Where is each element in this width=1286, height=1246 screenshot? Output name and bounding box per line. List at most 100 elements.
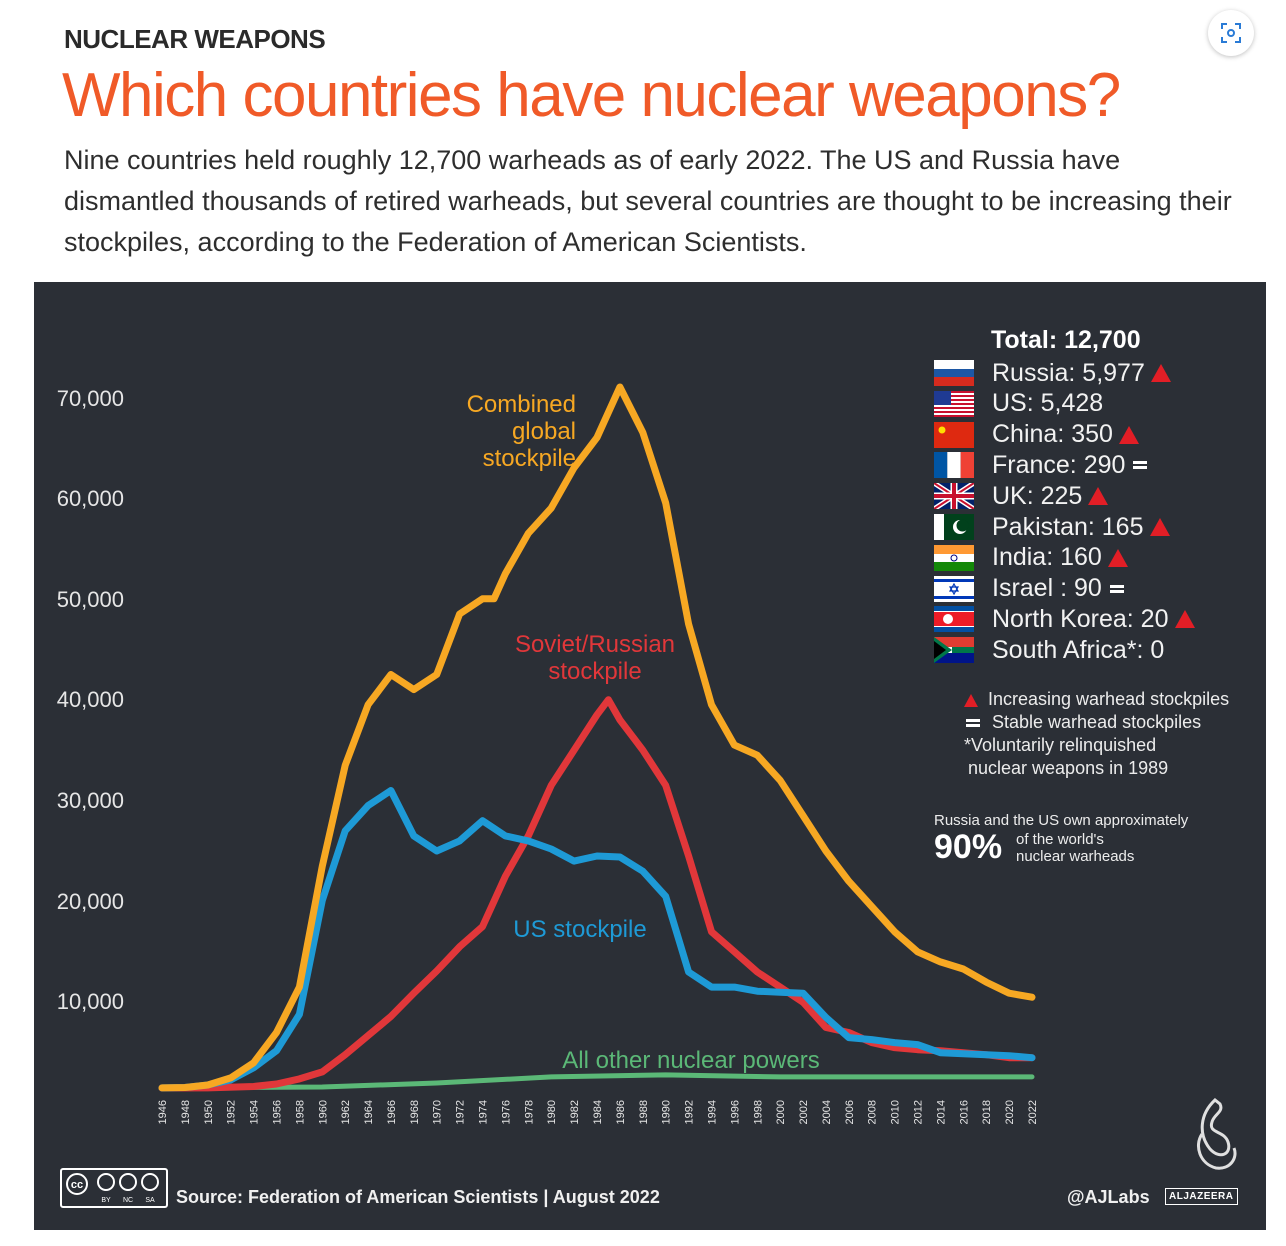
x-tick-label: 1976 — [500, 1100, 512, 1124]
y-tick-label: 50,000 — [56, 587, 124, 612]
x-tick-label: 1980 — [546, 1100, 558, 1124]
line-chart: 1946 1948 1950 1952 1954 1956 1958 1960 1962 1964… — [157, 383, 1039, 1124]
y-tick-label: 70,000 — [56, 386, 124, 411]
stable-equals-icon — [1133, 461, 1148, 470]
increasing-arrow-icon — [1174, 610, 1195, 629]
legend-country-label: UK: 225 — [992, 481, 1083, 510]
x-tick-label: 2016 — [958, 1100, 970, 1124]
series-label: US stockpile — [513, 916, 646, 943]
y-tick-label: 20,000 — [56, 889, 124, 914]
key-increasing: Increasing warhead stockpiles — [964, 689, 1229, 710]
series-label: Soviet/Russian — [515, 631, 675, 658]
increasing-arrow-icon — [1150, 364, 1171, 382]
legend-country-pakistan: Pakistan: 165 — [934, 512, 1170, 542]
x-tick-label: 1974 — [478, 1100, 490, 1124]
legend-country-south-africa: South Africa*: 0 — [934, 635, 1164, 665]
x-tick-label: 1966 — [386, 1100, 398, 1124]
other-powers-line — [159, 1072, 1035, 1091]
callout-line2: of the world's — [1016, 831, 1104, 848]
y-tick-label: 10,000 — [56, 989, 124, 1014]
legend-country-label: India: 160 — [992, 543, 1102, 572]
x-tick-label: 1998 — [752, 1100, 764, 1124]
russia-flag-icon — [934, 360, 974, 386]
series-label: stockpile — [548, 658, 641, 685]
x-tick-label: 1954 — [249, 1100, 261, 1124]
headline: Which countries have nuclear weapons? — [62, 61, 1121, 130]
usa-flag-icon — [934, 390, 974, 417]
series-label: All other nuclear powers — [562, 1047, 819, 1074]
chart-panel: 70,000 60,000 50,000 40,000 30,000 20,00… — [34, 282, 1266, 1230]
legend-country-china: China: 350 — [934, 420, 1139, 450]
creative-commons-badge: cc BY NC SA — [60, 1168, 168, 1208]
x-tick-label: 1990 — [661, 1100, 673, 1124]
svg-text:cc: cc — [71, 1179, 83, 1191]
france-flag-icon — [934, 452, 974, 479]
focus-icon — [1221, 23, 1241, 43]
legend-total: Total: 12,700 — [991, 326, 1141, 354]
legend-country-france: France: 290 — [934, 450, 1148, 480]
increasing-arrow-icon — [1118, 425, 1139, 444]
aljazeera-logo — [1197, 1098, 1237, 1170]
north-korea-flag-icon — [934, 606, 974, 633]
x-tick-label: 1968 — [409, 1100, 421, 1124]
soviet-stockpile-line — [158, 696, 1036, 1092]
legend-country-label: US: 5,428 — [992, 389, 1104, 418]
x-tick-label: 1964 — [363, 1100, 375, 1124]
uk-flag-icon — [934, 483, 974, 510]
legend-country-label: France: 290 — [992, 450, 1126, 479]
x-tick-label: 2014 — [935, 1100, 947, 1124]
x-tick-label: 2022 — [1027, 1100, 1039, 1124]
x-tick-label: 1992 — [684, 1100, 696, 1124]
x-tick-label: 2020 — [1004, 1100, 1016, 1124]
x-tick-label: 1952 — [226, 1100, 238, 1124]
x-tick-label: 1978 — [523, 1100, 535, 1124]
legend-country-label: Israel : 90 — [992, 574, 1102, 603]
subtitle: Nine countries held roughly 12,700 warhe… — [64, 145, 1232, 257]
x-tick-label: 2006 — [844, 1100, 856, 1124]
x-tick-label: 1972 — [455, 1100, 467, 1124]
china-flag-icon — [934, 421, 974, 448]
x-tick-label: 2000 — [775, 1100, 787, 1124]
x-tick-label: 2002 — [798, 1100, 810, 1124]
x-tick-label: 2012 — [913, 1100, 925, 1124]
series-label: global — [512, 418, 576, 445]
pakistan-flag-icon — [934, 514, 974, 540]
x-tick-label: 1950 — [203, 1100, 215, 1124]
expand-image-button[interactable] — [1208, 10, 1254, 56]
callout-percent: 90% — [934, 828, 1003, 866]
increasing-arrow-icon — [1107, 548, 1128, 567]
x-tick-label: 1982 — [569, 1100, 581, 1124]
key-footnote: *Voluntarily relinquished — [964, 735, 1157, 755]
legend-country-india: India: 160 — [934, 543, 1128, 573]
increasing-arrow-icon — [1088, 487, 1109, 506]
x-tick-label: 1948 — [180, 1100, 192, 1124]
cc-label: BY — [101, 1197, 111, 1204]
x-tick-label: 1956 — [272, 1100, 284, 1124]
israel-flag-icon — [934, 575, 974, 602]
india-flag-icon — [934, 544, 974, 571]
south-africa-flag-icon — [934, 637, 974, 664]
legend-country-label: Pakistan: 165 — [992, 512, 1144, 541]
x-tick-label: 1994 — [707, 1100, 719, 1124]
legend-country-label: North Korea: 20 — [992, 604, 1169, 633]
stable-equals-icon — [1109, 584, 1124, 593]
key-stable: Stable warhead stockpiles — [964, 712, 1201, 733]
y-tick-label: 30,000 — [56, 788, 124, 813]
x-tick-label: 1946 — [157, 1100, 169, 1124]
callout-line1: Russia and the US own approximately — [934, 812, 1189, 829]
increasing-arrow-icon — [1149, 518, 1170, 536]
x-tick-label: 1960 — [317, 1100, 329, 1124]
x-tick-label: 2008 — [867, 1100, 879, 1124]
y-tick-label: 40,000 — [56, 687, 124, 712]
x-tick-label: 1984 — [592, 1100, 604, 1124]
x-tick-label: 1996 — [729, 1100, 741, 1124]
x-tick-label: 1988 — [638, 1100, 650, 1124]
legend-country-label: South Africa*: 0 — [992, 635, 1165, 664]
source-note: Source: Federation of American Scientist… — [176, 1187, 660, 1207]
x-tick-label: 1970 — [432, 1100, 444, 1124]
aljazeera-wordmark: ALJAZEERA — [1165, 1188, 1238, 1205]
cc-label: NC — [123, 1197, 133, 1204]
legend-country-israel: Israel : 90 — [934, 574, 1124, 604]
callout-line3: nuclear warheads — [1016, 848, 1135, 865]
legend-country-label: China: 350 — [992, 420, 1113, 449]
